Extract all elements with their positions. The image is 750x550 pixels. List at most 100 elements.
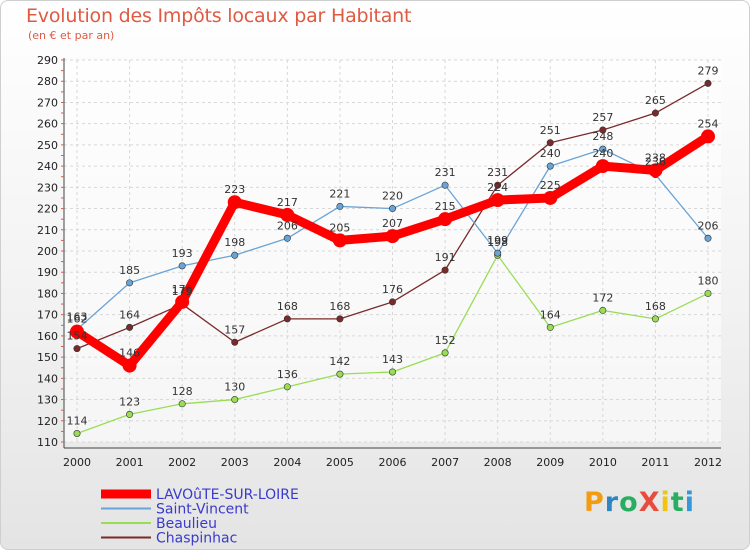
data-label-saint-vincent: 185 — [119, 264, 140, 277]
data-label-beaulieu: 180 — [698, 274, 719, 287]
data-label-lavo-te-sur-loire: 225 — [540, 179, 561, 192]
y-tick-label: 160 — [37, 330, 58, 343]
data-label-saint-vincent: 221 — [329, 187, 350, 200]
y-tick-label: 260 — [37, 118, 58, 131]
data-label-beaulieu: 152 — [435, 334, 456, 347]
data-label-chaspinhac: 265 — [645, 94, 666, 107]
data-point-chaspinhac — [283, 315, 291, 323]
y-tick-label: 190 — [37, 266, 58, 279]
data-label-saint-vincent: 193 — [172, 247, 193, 260]
data-point-beaulieu — [231, 396, 239, 404]
data-point-beaulieu — [126, 410, 134, 418]
chart-subtitle: (en € et par an) — [28, 29, 115, 42]
logo-letter: r — [604, 487, 620, 518]
data-label-lavo-te-sur-loire: 162 — [67, 313, 88, 326]
data-label-chaspinhac: 168 — [329, 300, 350, 313]
data-label-saint-vincent: 248 — [592, 130, 613, 143]
data-label-beaulieu: 198 — [487, 236, 508, 249]
legend-label-lavo-te-sur-loire: LAVOûTE-SUR-LOIRE — [156, 487, 299, 503]
y-tick-label: 170 — [37, 309, 58, 322]
data-label-beaulieu: 123 — [119, 395, 140, 408]
data-label-chaspinhac: 257 — [592, 111, 613, 124]
data-label-beaulieu: 164 — [540, 308, 561, 321]
data-label-chaspinhac: 231 — [487, 166, 508, 179]
x-tick-label: 2004 — [273, 456, 301, 469]
data-point-chaspinhac — [126, 323, 134, 331]
data-point-beaulieu — [283, 383, 291, 391]
data-point-lavo-te-sur-loire — [332, 233, 347, 248]
data-point-chaspinhac — [599, 126, 607, 134]
data-point-lavo-te-sur-loire — [385, 229, 400, 244]
data-label-lavo-te-sur-loire: 223 — [224, 183, 245, 196]
data-label-lavo-te-sur-loire: 238 — [645, 151, 666, 164]
data-point-lavo-te-sur-loire — [70, 324, 84, 339]
y-tick-label: 120 — [37, 415, 58, 428]
data-point-beaulieu — [546, 323, 554, 331]
data-label-lavo-te-sur-loire: 207 — [382, 217, 403, 230]
y-tick-label: 140 — [37, 372, 58, 385]
data-label-saint-vincent: 163 — [67, 311, 88, 324]
x-tick-label: 2010 — [589, 456, 617, 469]
data-label-lavo-te-sur-loire: 146 — [119, 347, 140, 360]
data-label-saint-vincent: 198 — [224, 236, 245, 249]
data-point-saint-vincent — [494, 249, 502, 257]
data-label-lavo-te-sur-loire: 240 — [592, 147, 613, 160]
x-tick-label: 2008 — [484, 456, 512, 469]
data-point-chaspinhac — [651, 109, 659, 117]
data-point-saint-vincent — [388, 205, 396, 213]
x-tick-label: 2011 — [641, 456, 669, 469]
data-point-saint-vincent — [704, 234, 712, 242]
data-point-saint-vincent — [336, 202, 344, 210]
data-point-beaulieu — [73, 430, 81, 438]
data-label-lavo-te-sur-loire: 217 — [277, 196, 298, 209]
data-label-beaulieu: 172 — [592, 291, 613, 304]
data-point-lavo-te-sur-loire — [648, 163, 663, 178]
data-label-lavo-te-sur-loire: 205 — [329, 221, 350, 234]
data-point-saint-vincent — [178, 262, 186, 270]
data-point-lavo-te-sur-loire — [490, 193, 505, 208]
x-tick-label: 2003 — [221, 456, 249, 469]
data-point-saint-vincent — [231, 251, 239, 259]
x-tick-label: 2001 — [116, 456, 144, 469]
data-label-beaulieu: 143 — [382, 353, 403, 366]
data-label-chaspinhac: 168 — [277, 300, 298, 313]
data-point-chaspinhac — [494, 181, 502, 189]
data-label-beaulieu: 136 — [277, 368, 298, 381]
data-label-saint-vincent: 199 — [487, 234, 508, 247]
data-point-chaspinhac — [704, 79, 712, 87]
data-point-saint-vincent — [546, 162, 554, 170]
y-tick-label: 110 — [37, 436, 58, 449]
data-label-chaspinhac: 251 — [540, 124, 561, 137]
data-point-lavo-te-sur-loire — [175, 294, 190, 309]
data-point-beaulieu — [178, 400, 186, 408]
data-label-saint-vincent: 231 — [435, 166, 456, 179]
legend-label-chaspinhac: Chaspinhac — [156, 531, 237, 547]
data-point-lavo-te-sur-loire — [438, 212, 453, 227]
y-tick-label: 180 — [37, 287, 58, 300]
x-tick-label: 2012 — [694, 456, 722, 469]
legend-label-saint-vincent: Saint-Vincent — [156, 502, 249, 518]
y-tick-label: 230 — [37, 181, 58, 194]
data-label-lavo-te-sur-loire: 176 — [172, 283, 193, 296]
x-tick-label: 2006 — [379, 456, 407, 469]
data-point-lavo-te-sur-loire — [701, 129, 715, 144]
data-label-lavo-te-sur-loire: 215 — [435, 200, 456, 213]
data-label-lavo-te-sur-loire: 224 — [487, 181, 508, 194]
y-tick-label: 250 — [37, 139, 58, 152]
data-label-saint-vincent: 206 — [698, 219, 719, 232]
y-tick-label: 200 — [37, 245, 58, 258]
data-label-chaspinhac: 176 — [382, 283, 403, 296]
data-label-lavo-te-sur-loire: 254 — [698, 117, 719, 130]
y-tick-label: 220 — [37, 203, 58, 216]
data-label-chaspinhac: 164 — [119, 308, 140, 321]
data-label-beaulieu: 130 — [224, 381, 245, 394]
data-point-lavo-te-sur-loire — [122, 358, 137, 373]
data-label-beaulieu: 142 — [329, 355, 350, 368]
x-tick-label: 2000 — [63, 456, 91, 469]
data-point-beaulieu — [388, 368, 396, 376]
data-point-chaspinhac — [546, 139, 554, 147]
data-label-saint-vincent: 206 — [277, 219, 298, 232]
logo-letter: P — [584, 487, 605, 518]
data-point-chaspinhac — [441, 266, 449, 274]
